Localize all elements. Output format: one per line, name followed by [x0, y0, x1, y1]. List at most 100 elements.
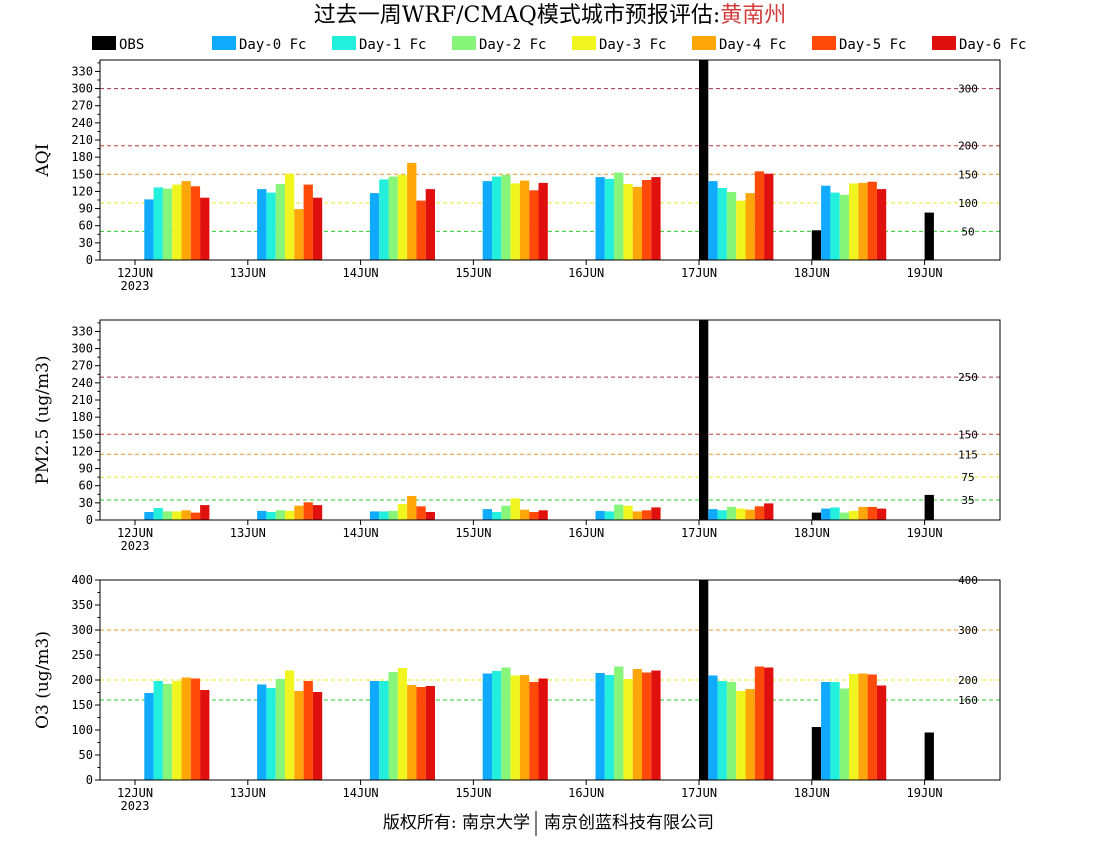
bar-day-2-fc-16jun — [614, 172, 624, 260]
y-tick-label: 100 — [71, 723, 93, 737]
bar-day-6-fc-13jun — [312, 197, 323, 260]
bar-day-0-fc-14jun — [369, 511, 380, 520]
series-day-3-fc — [172, 173, 859, 260]
series-day-4-fc — [181, 669, 868, 780]
bar-day-5-fc-15jun — [529, 682, 539, 780]
legend-label-day-1-fc: Day-1 Fc — [359, 37, 426, 53]
bar-day-5-fc-15jun — [529, 190, 539, 260]
legend-swatch-day-5-fc — [812, 36, 836, 50]
bar-day-6-fc-18jun — [876, 685, 887, 780]
bar-day-0-fc-12jun — [144, 693, 154, 780]
legend-label-day-3-fc: Day-3 Fc — [599, 37, 666, 53]
bar-day-1-fc-18jun — [830, 192, 840, 260]
y-tick-label: 90 — [79, 202, 93, 216]
bar-day-3-fc-15jun — [510, 498, 520, 520]
bar-day-4-fc-18jun — [858, 673, 868, 780]
legend-swatch-day-3-fc — [572, 36, 596, 50]
legend: OBS Day-0 Fc Day-1 Fc Day-2 Fc Day-3 Fc Day-4… — [92, 36, 1026, 53]
bar-day-6-fc-12jun — [200, 505, 210, 520]
y-tick-label: 0 — [86, 773, 93, 787]
bar-day-4-fc-12jun — [181, 181, 191, 260]
series-day-6-fc — [200, 667, 887, 780]
y-tick-label: 150 — [71, 427, 93, 441]
x-tick-label: 18JUN — [794, 526, 830, 540]
bar-day-4-fc-15jun — [519, 675, 530, 780]
legend-item-day-0-fc: Day-0 Fc — [212, 36, 306, 53]
y-tick-label: 120 — [71, 444, 93, 458]
legend-item-day-4-fc: Day-4 Fc — [692, 36, 786, 53]
bar-day-6-fc-17jun — [764, 173, 774, 260]
bar-day-1-fc-15jun — [492, 176, 502, 260]
bar-day-0-fc-16jun — [595, 510, 605, 520]
legend-label-day-2-fc: Day-2 Fc — [479, 37, 546, 53]
legend-item-day-6-fc: Day-6 Fc — [932, 36, 1026, 53]
bar-obs-18jun — [811, 230, 822, 260]
bar-day-0-fc-13jun — [257, 189, 267, 260]
bar-day-6-fc-17jun — [764, 667, 774, 780]
y-tick-label: 330 — [71, 64, 93, 78]
bar-day-5-fc-15jun — [529, 512, 539, 520]
bar-day-5-fc-17jun — [754, 666, 765, 780]
series-day-2-fc — [162, 666, 849, 780]
y-axis-title: PM2.5 (ug/m3) — [33, 355, 53, 484]
bar-day-3-fc-16jun — [623, 679, 633, 780]
reference-label-160: 160 — [958, 694, 978, 707]
bar-day-3-fc-18jun — [849, 510, 859, 520]
bar-day-5-fc-12jun — [190, 678, 201, 780]
y-tick-label: 50 — [79, 748, 93, 762]
series-day-3-fc — [172, 498, 859, 520]
x-tick-label: 18JUN — [794, 786, 830, 800]
x-axis: 12JUN 13JUN 14JUN 15JUN 16JUN 17JUN 18JUN 19JUN… — [117, 520, 943, 553]
series-day-2-fc — [162, 172, 849, 260]
bar-day-5-fc-12jun — [190, 186, 201, 260]
bar-day-0-fc-12jun — [144, 199, 154, 260]
x-tick-label: 14JUN — [343, 266, 379, 280]
bar-obs-17jun — [699, 580, 709, 780]
bar-day-6-fc-15jun — [538, 182, 548, 260]
y-tick-label: 180 — [71, 150, 93, 164]
bar-day-2-fc-14jun — [388, 672, 398, 780]
bar-day-2-fc-18jun — [839, 512, 849, 520]
bar-day-4-fc-17jun — [745, 509, 755, 520]
bar-day-1-fc-13jun — [266, 512, 276, 520]
bar-day-1-fc-18jun — [830, 507, 840, 520]
bar-day-1-fc-17jun — [717, 510, 727, 520]
bar-day-2-fc-12jun — [162, 684, 173, 780]
bar-day-0-fc-17jun — [708, 181, 718, 260]
bar-day-4-fc-15jun — [519, 180, 530, 260]
bar-day-5-fc-14jun — [416, 506, 426, 520]
legend-item-day-5-fc: Day-5 Fc — [812, 36, 906, 53]
series-day-1-fc — [153, 176, 840, 260]
reference-lines: 50 100 150 200 300 — [100, 83, 1000, 238]
legend-label-day-4-fc: Day-4 Fc — [719, 37, 786, 53]
bar-obs-18jun — [811, 512, 822, 520]
y-tick-label: 300 — [71, 342, 93, 356]
series-day-0-fc — [144, 673, 831, 780]
charts: 5010015020030003060901201501802102402703… — [33, 59, 1001, 813]
series-day-5-fc — [190, 171, 877, 260]
bar-day-1-fc-14jun — [379, 179, 389, 260]
plot-frame — [99, 579, 1001, 781]
x-tick-label: 12JUN — [117, 266, 153, 280]
y-tick-label: 400 — [71, 573, 93, 587]
x-tick-label: 17JUN — [681, 266, 717, 280]
bar-day-0-fc-13jun — [257, 510, 267, 520]
footer: 版权所有: 南京大学 南京创蓝科技有限公司 — [383, 811, 714, 836]
chart-panel-aqi: 50 100 150 200 300 0 30 60 90 120 150 180 210 240 270 3… — [33, 59, 1001, 293]
bar-day-3-fc-13jun — [285, 670, 295, 780]
y-axis: 0 30 60 90 120 150 180 210 240 270 300 330 — [71, 62, 100, 267]
legend-swatch-day-2-fc — [452, 36, 476, 50]
legend-swatch-day-0-fc — [212, 36, 236, 50]
bar-day-4-fc-14jun — [407, 685, 417, 780]
bar-day-0-fc-17jun — [708, 675, 718, 780]
y-tick-label: 60 — [79, 219, 93, 233]
x-tick-label: 19JUN — [907, 526, 943, 540]
y-tick-label: 30 — [79, 236, 93, 250]
bar-day-5-fc-18jun — [867, 674, 877, 780]
bar-day-5-fc-18jun — [867, 181, 877, 260]
bar-day-6-fc-17jun — [764, 503, 774, 520]
bar-day-4-fc-18jun — [858, 182, 868, 260]
y-tick-label: 250 — [71, 648, 93, 662]
bar-day-0-fc-17jun — [708, 509, 718, 520]
